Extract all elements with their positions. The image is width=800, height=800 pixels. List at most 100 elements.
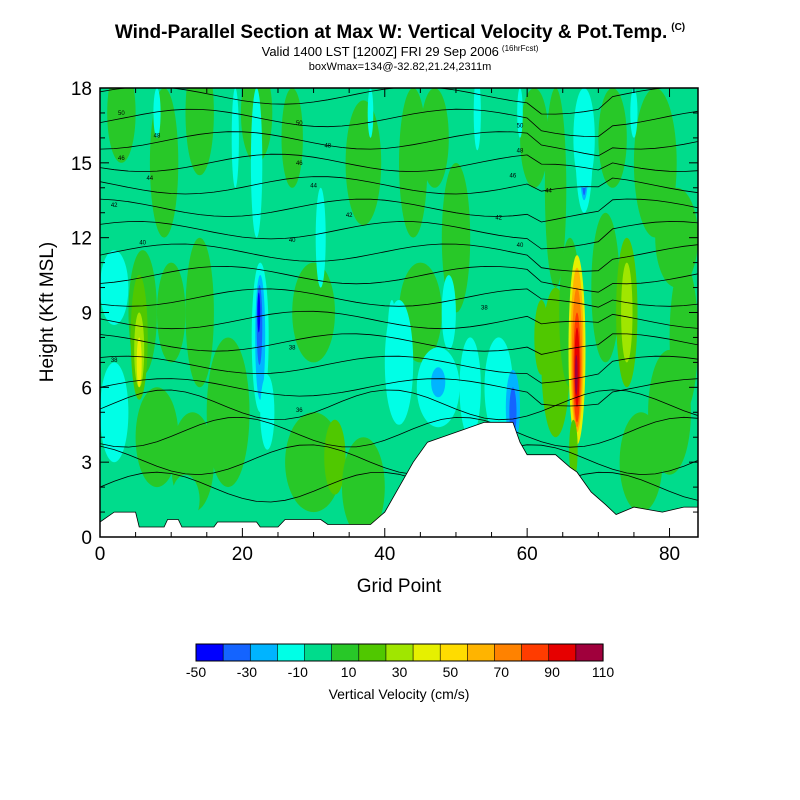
x-tick-label: 20 bbox=[232, 544, 253, 565]
velocity-cell bbox=[136, 337, 142, 388]
forecast-hour: (16hrFcst) bbox=[501, 44, 539, 53]
isentrope-line bbox=[100, 416, 698, 448]
isentrope-line bbox=[100, 471, 698, 503]
title-units: (C) bbox=[671, 22, 686, 33]
velocity-cell bbox=[574, 354, 578, 395]
velocity-cell bbox=[621, 262, 633, 363]
y-tick-label: 9 bbox=[81, 304, 92, 325]
velocity-cell bbox=[569, 419, 578, 480]
velocity-cell bbox=[345, 100, 382, 226]
box-info: boxWmax=134@-32.82,21.24,2311m bbox=[308, 61, 492, 73]
valid-time-text: Valid 1400 LST [1200Z] FRI 29 Sep 2006 bbox=[261, 44, 499, 59]
y-tick-label: 12 bbox=[71, 229, 92, 250]
isentrope-label: 50 bbox=[296, 121, 303, 127]
colorbar-swatch bbox=[331, 643, 360, 662]
isentrope-label: 46 bbox=[510, 173, 517, 179]
x-axis-title: Grid Point bbox=[357, 576, 442, 597]
colorbar-tick-label: -10 bbox=[288, 664, 308, 680]
velocity-cell bbox=[534, 300, 549, 375]
isentrope-line bbox=[100, 355, 698, 384]
isentrope-label: 38 bbox=[481, 306, 488, 312]
isentrope-line bbox=[100, 389, 698, 421]
isentrope-label: 46 bbox=[296, 161, 303, 167]
colorbar-swatch bbox=[358, 643, 387, 662]
velocity-cell bbox=[420, 88, 449, 188]
velocity-cell bbox=[281, 88, 303, 188]
velocity-cell bbox=[153, 88, 161, 138]
y-tick-label: 3 bbox=[81, 453, 92, 474]
velocity-cell bbox=[260, 374, 275, 450]
isentrope-label: 44 bbox=[310, 183, 317, 189]
isentrope-line bbox=[100, 243, 698, 272]
colorbar-swatch bbox=[277, 643, 306, 662]
velocity-cell bbox=[206, 337, 250, 488]
colorbar-swatch bbox=[304, 643, 333, 662]
isentrope-label: 50 bbox=[118, 111, 125, 117]
isentrope-label: 48 bbox=[154, 133, 161, 139]
velocity-cell bbox=[257, 292, 261, 333]
y-tick-label: 18 bbox=[71, 79, 92, 100]
colorbar-swatch bbox=[548, 643, 577, 662]
isentrope-line bbox=[100, 310, 698, 330]
isentrope-line bbox=[100, 221, 698, 250]
velocity-cell bbox=[171, 474, 200, 525]
velocity-cell bbox=[315, 187, 326, 288]
velocity-cell bbox=[520, 88, 549, 188]
colorbar-swatch bbox=[195, 643, 224, 662]
velocity-cell bbox=[399, 88, 428, 238]
isentrope-label: 46 bbox=[118, 156, 125, 162]
isentrope-label: 38 bbox=[289, 345, 296, 351]
isentrope-line bbox=[100, 198, 698, 223]
isentrope-line bbox=[100, 88, 667, 115]
colorbar-tick-label: 110 bbox=[592, 664, 615, 680]
isentrope-line bbox=[100, 153, 698, 173]
terrain-mask bbox=[100, 421, 698, 537]
velocity-cell bbox=[544, 88, 567, 288]
y-axis-title: Height (Kft MSL) bbox=[37, 242, 58, 382]
isentrope-line bbox=[100, 265, 698, 293]
colorbar-swatch bbox=[412, 643, 441, 662]
colorbar-swatch bbox=[385, 643, 414, 662]
velocity-field bbox=[100, 88, 698, 537]
colorbar-swatch bbox=[439, 643, 468, 662]
valid-time-line: Valid 1400 LST [1200Z] FRI 29 Sep 2006 (1… bbox=[0, 44, 800, 59]
colorbar-swatch bbox=[249, 643, 279, 662]
isentrope-label: 40 bbox=[289, 238, 296, 244]
isentrope-labels: 50 48 46 44 42 40 38 50 48 46 44 42 40 38 36 50 48 46 44 42… bbox=[111, 111, 553, 414]
colorbar-title: Vertical Velocity (cm/s) bbox=[329, 686, 470, 702]
velocity-cell bbox=[367, 88, 374, 138]
colorbar-tick-label: -30 bbox=[237, 664, 257, 680]
isentrope-label: 42 bbox=[346, 213, 353, 219]
isentrope-label: 48 bbox=[517, 148, 524, 154]
y-tick-label: 15 bbox=[71, 154, 92, 175]
velocity-cell bbox=[342, 437, 385, 537]
isentrope-label: 44 bbox=[545, 188, 552, 194]
isentrope-line bbox=[100, 333, 698, 355]
velocity-cell bbox=[185, 88, 214, 176]
velocity-cell bbox=[573, 88, 595, 188]
isentrope-label: 44 bbox=[146, 176, 153, 182]
colorbar-swatch bbox=[222, 643, 251, 662]
isentrope-line bbox=[100, 444, 698, 476]
colorbar-tick-label: -50 bbox=[186, 664, 206, 680]
velocity-cell bbox=[473, 88, 481, 151]
colorbar-tick-label: 30 bbox=[392, 664, 408, 680]
chart-title: Wind-Parallel Section at Max W: Vertical… bbox=[0, 22, 800, 44]
isentrope-line bbox=[100, 378, 698, 407]
chart-title-text: Wind-Parallel Section at Max W: Vertical… bbox=[114, 22, 668, 43]
isentrope-line bbox=[100, 131, 698, 157]
x-tick-label: 80 bbox=[659, 544, 680, 565]
velocity-cell bbox=[441, 275, 456, 350]
velocity-cell bbox=[231, 88, 239, 188]
x-tick-label: 0 bbox=[95, 544, 106, 565]
colorbar-swatch bbox=[494, 643, 523, 662]
isentrope-line bbox=[100, 108, 698, 138]
colorbar-tick-label: 50 bbox=[443, 664, 459, 680]
isentrope-line bbox=[100, 288, 698, 308]
velocity-cell bbox=[107, 88, 136, 163]
colorbar-swatch bbox=[521, 643, 550, 662]
colorbar-swatch bbox=[575, 643, 604, 662]
colorbar-border bbox=[195, 643, 604, 662]
isentrope-label: 48 bbox=[324, 143, 331, 149]
